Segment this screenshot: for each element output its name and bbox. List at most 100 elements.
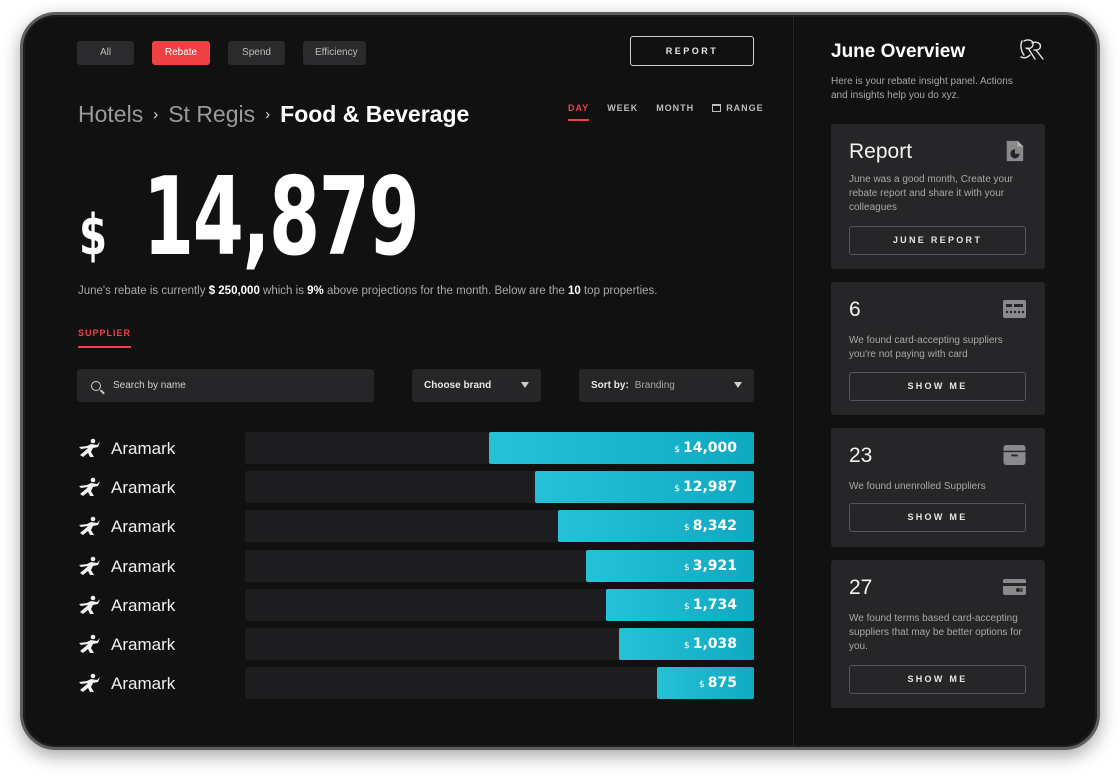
range-week[interactable]: WEEK <box>607 103 639 113</box>
supplier-name: Aramark <box>111 595 176 615</box>
supplier-row[interactable]: Aramark $8,342 <box>77 510 757 543</box>
bar-amount: 14,000 <box>682 440 737 456</box>
desc-count: 10 <box>567 285 581 297</box>
supplier-name: Aramark <box>111 635 176 654</box>
card-text: We found unenrolled Suppliers <box>849 481 986 492</box>
bar-value: $3,921 <box>684 558 737 574</box>
main-panel: All Rebate Spend Efficiency REPORT Hotel… <box>23 15 793 747</box>
bar-track: $875 <box>245 667 754 700</box>
caret-down-icon <box>521 382 529 388</box>
breadcrumb: Hotels › St Regis › Food & Beverage <box>78 101 469 128</box>
card-count: 27 <box>849 576 873 599</box>
show-me-button[interactable]: SHOW ME <box>849 503 1026 532</box>
filter-spend[interactable]: Spend <box>228 41 285 65</box>
filter-all[interactable]: All <box>77 41 134 65</box>
filter-efficiency[interactable]: Efficiency <box>303 41 366 65</box>
supplier-row[interactable]: Aramark $875 <box>77 667 757 700</box>
rebate-bar: $875 <box>657 667 754 700</box>
rebate-bar: $1,038 <box>619 628 754 660</box>
desc-text: June's rebate is currently <box>78 285 209 297</box>
amount-value: 14,879 <box>143 155 420 280</box>
supplier-row[interactable]: Aramark $14,000 <box>77 432 757 464</box>
card-unenrolled: 23 We found unenrolled Suppliers SHOW ME <box>831 428 1045 547</box>
bar-currency: $ <box>683 562 690 573</box>
range-custom[interactable]: RANGE <box>712 103 764 121</box>
credit-card-icon <box>1003 579 1026 595</box>
bar-track: $8,342 <box>245 510 754 543</box>
bar-value: $8,342 <box>684 518 737 534</box>
bar-value: $875 <box>699 675 737 691</box>
supplier-name: Aramark <box>111 556 176 576</box>
june-report-button[interactable]: JUNE REPORT <box>849 226 1026 255</box>
search-icon <box>91 380 101 391</box>
card-text: We found terms based card-accepting supp… <box>849 613 1022 652</box>
bar-amount: 12,987 <box>682 479 737 496</box>
supplier-row[interactable]: Aramark $1,038 <box>77 628 757 660</box>
brand-dropdown[interactable]: Choose brand <box>412 369 541 402</box>
bar-value: $12,987 <box>674 479 737 495</box>
breadcrumb-hotels[interactable]: Hotels <box>78 101 144 127</box>
device-frame: All Rebate Spend Efficiency REPORT Hotel… <box>20 12 1100 750</box>
card-terminal-icon <box>1003 300 1026 318</box>
bar-amount: 875 <box>707 675 737 692</box>
aramark-logo-icon <box>77 556 101 576</box>
search-input[interactable] <box>113 380 353 391</box>
supplier-row[interactable]: Aramark $12,987 <box>77 471 757 504</box>
card-count: 23 <box>849 444 873 467</box>
bar-amount: 3,921 <box>692 557 737 574</box>
rebate-bar: $14,000 <box>489 432 754 464</box>
archive-box-icon <box>1003 444 1026 466</box>
breadcrumb-st-regis[interactable]: St Regis <box>168 101 256 127</box>
desc-total: $ 250,000 <box>208 285 260 297</box>
show-me-button[interactable]: SHOW ME <box>849 372 1026 401</box>
card-title: Report <box>849 140 913 163</box>
aramark-logo-icon <box>77 673 101 693</box>
rebate-bar: $8,342 <box>558 510 754 543</box>
filter-rebate[interactable]: Rebate <box>152 41 210 65</box>
sort-dropdown[interactable]: Sort by: Branding <box>579 369 754 402</box>
aramark-logo-icon <box>77 438 101 458</box>
rebate-bar: $3,921 <box>586 549 754 582</box>
sort-label: Sort by: <box>591 380 629 391</box>
desc-percent: 9% <box>307 285 324 297</box>
report-button[interactable]: REPORT <box>630 36 754 66</box>
supplier-name: Aramark <box>111 439 176 458</box>
show-me-button[interactable]: SHOW ME <box>849 665 1026 694</box>
aramark-logo-icon <box>77 595 101 615</box>
bar-value: $14,000 <box>674 440 737 456</box>
calendar-icon <box>712 104 722 112</box>
range-day[interactable]: DAY <box>568 103 590 121</box>
range-month[interactable]: MONTH <box>656 103 695 113</box>
bar-track: $3,921 <box>245 549 754 582</box>
pie-report-icon <box>1006 140 1024 162</box>
breadcrumb-separator-icon: › <box>153 106 159 123</box>
card-text: We found card-accepting suppliers you're… <box>849 335 1003 360</box>
card-terms-based: 27 We found terms based card-accepting s… <box>831 560 1045 708</box>
range-custom-label: RANGE <box>726 103 764 113</box>
bar-currency: $ <box>699 680 705 691</box>
bar-track: $1,038 <box>245 628 754 660</box>
rebate-amount: $ 14,879 <box>79 155 548 280</box>
bar-track: $1,734 <box>245 588 754 621</box>
bar-currency: $ <box>683 641 690 651</box>
sort-value: Branding <box>634 380 675 391</box>
supplier-name: Aramark <box>111 674 176 694</box>
tab-supplier[interactable]: SUPPLIER <box>78 328 132 348</box>
breadcrumb-separator-icon: › <box>265 106 271 123</box>
caret-down-icon <box>734 382 742 388</box>
bar-amount: 8,342 <box>692 518 737 535</box>
aramark-logo-icon <box>77 634 101 654</box>
supplier-row[interactable]: Aramark $3,921 <box>77 549 757 582</box>
bar-currency: $ <box>674 484 680 495</box>
desc-text: which is <box>259 285 308 297</box>
supplier-name: Aramark <box>111 517 176 537</box>
aramark-logo-icon <box>77 516 101 536</box>
supplier-row[interactable]: Aramark $1,734 <box>77 588 757 621</box>
aramark-logo-icon <box>77 477 101 497</box>
brand-dropdown-label: Choose brand <box>424 380 492 391</box>
overview-subtitle: Here is your rebate insight panel. Actio… <box>831 76 1013 101</box>
st-regis-logo-icon <box>1020 39 1044 60</box>
breadcrumb-current: Food & Beverage <box>280 101 470 127</box>
bar-value: $1,038 <box>684 636 737 652</box>
bar-currency: $ <box>683 523 690 534</box>
